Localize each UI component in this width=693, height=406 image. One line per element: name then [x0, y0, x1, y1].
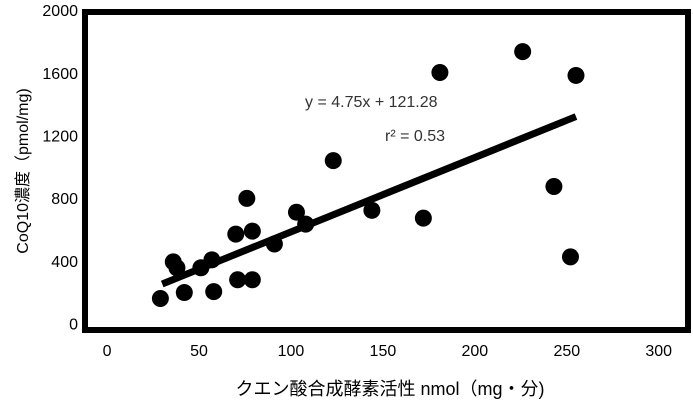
point	[205, 283, 223, 301]
equation-label: y = 4.75x + 121.28	[305, 94, 438, 111]
y-tick-label: 1600	[42, 66, 78, 83]
point	[265, 235, 283, 253]
point	[431, 63, 449, 81]
point	[414, 209, 432, 227]
x-tick-label: 200	[461, 343, 488, 360]
y-tick-label: 2000	[42, 3, 78, 20]
x-tick-label: 300	[645, 343, 672, 360]
point	[168, 259, 186, 277]
y-tick-label: 1200	[42, 129, 78, 146]
point	[545, 178, 563, 196]
r-squared-label: r² = 0.53	[385, 128, 445, 145]
point	[567, 66, 585, 84]
y-tick-label: 800	[51, 191, 78, 208]
plot-frame	[82, 9, 691, 333]
point	[229, 271, 247, 289]
point	[287, 203, 305, 221]
point	[514, 43, 532, 61]
point	[227, 225, 245, 243]
y-tick-label: 0	[69, 317, 78, 334]
point	[203, 251, 221, 269]
point	[243, 271, 261, 289]
point	[175, 284, 193, 302]
point	[561, 248, 579, 266]
y-axis-label: CoQ10濃度（pmol/mg)	[14, 88, 32, 253]
x-axis-label: クエン酸合成酵素活性 nmol（mg・分)	[235, 379, 544, 399]
point	[243, 222, 261, 240]
x-tick-label: 250	[553, 343, 580, 360]
point	[238, 189, 256, 207]
x-tick-label: 150	[370, 343, 397, 360]
point	[297, 215, 315, 233]
point	[324, 152, 342, 170]
y-tick-label: 400	[51, 254, 78, 271]
point	[151, 290, 169, 308]
x-tick-label: 50	[190, 343, 208, 360]
point	[363, 201, 381, 219]
trendline	[160, 113, 578, 288]
x-tick-label: 100	[278, 343, 305, 360]
x-tick-label: 0	[103, 343, 112, 360]
